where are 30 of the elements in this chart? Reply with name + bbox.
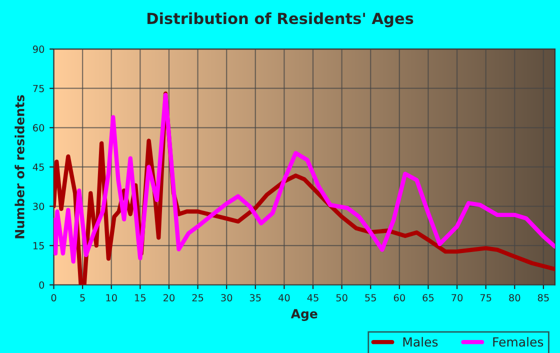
x-tick-label: 20: [164, 294, 175, 302]
x-tick-label: 40: [278, 294, 290, 302]
y-tick-label: 60: [33, 124, 44, 132]
x-tick-label: 60: [394, 294, 405, 302]
x-tick-label: 30: [221, 294, 232, 302]
y-tick-label: 90: [32, 46, 44, 53]
x-tick-label: 10: [106, 294, 117, 302]
y-tick-label: 45: [32, 164, 44, 171]
y-tick-label: 30: [33, 202, 44, 210]
x-tick-label: 50: [336, 294, 348, 302]
legend-label: Females: [493, 336, 544, 347]
y-tick-label: 75: [33, 84, 44, 92]
chart-title: Distribution of Residents' Ages: [147, 12, 414, 28]
x-tick-label: 80: [509, 294, 520, 302]
x-tick-label: 5: [80, 294, 85, 302]
x-tick-label: 15: [135, 294, 146, 302]
y-tick-label: 15: [33, 242, 44, 250]
x-tick-label: 0: [51, 294, 56, 302]
x-tick-label: 45: [307, 294, 318, 302]
x-tick-label: 35: [250, 294, 261, 302]
x-tick-label: 70: [452, 294, 463, 302]
y-tick-label: 0: [39, 281, 44, 289]
x-axis-title: Age: [290, 309, 318, 321]
x-tick-label: 55: [365, 294, 376, 302]
x-tick-label: 75: [480, 294, 492, 302]
legend-label: Males: [403, 336, 438, 347]
x-tick-label: 65: [422, 294, 434, 302]
x-tick-label: 85: [538, 294, 549, 302]
y-axis-title: Number of residents: [14, 95, 24, 238]
x-tick-label: 25: [192, 294, 204, 302]
